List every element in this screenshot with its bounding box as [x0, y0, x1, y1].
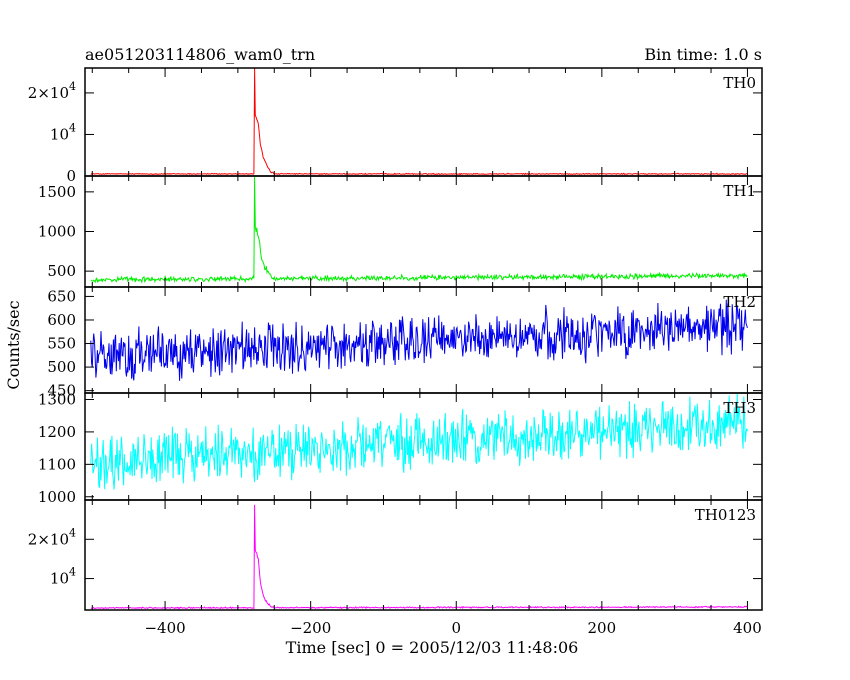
x-tick-label: −200	[290, 619, 331, 637]
y-tick-label: 600	[47, 311, 76, 329]
panel-th2: 450 500 550 600 650 TH2	[47, 286, 763, 400]
x-tick-label: 400	[733, 619, 762, 637]
panel-th3: 1000 1100 1200 1300 TH3	[38, 391, 763, 506]
series-line-th3	[90, 393, 748, 490]
y-axis-label: Counts/sec	[4, 300, 23, 389]
panel-name-label: TH0123	[695, 506, 756, 524]
panel-frame	[84, 175, 763, 288]
y-tick-label: 450	[47, 382, 76, 400]
y-tick-label: 1000	[38, 488, 76, 506]
panel-th0: 0 104 2×104 TH0	[28, 67, 763, 185]
observation-id-title: ae051203114806_wam0_trn	[85, 45, 315, 64]
y-tick-label: 1500	[38, 183, 76, 201]
x-tick-label: 200	[588, 619, 617, 637]
y-tick-label: 104	[50, 566, 76, 588]
x-tick-label: −400	[144, 619, 185, 637]
y-tick-label: 550	[47, 335, 76, 353]
y-tick-label: 0	[66, 167, 76, 185]
y-tick-label: 2×104	[28, 80, 76, 102]
panel-frame	[84, 67, 763, 177]
bin-time-label: Bin time: 1.0 s	[644, 45, 762, 64]
y-tick-label: 1100	[38, 455, 76, 473]
panel-name-label: TH1	[723, 182, 756, 200]
panel-th1: 500 1000 1500 TH1	[38, 175, 763, 288]
y-tick-label: 2×104	[28, 526, 76, 548]
panel-th0123: 104 2×104 TH0123	[28, 499, 763, 611]
x-tick-label: 0	[451, 619, 461, 637]
series-line-th0123	[90, 504, 748, 610]
series-line-th0	[90, 67, 748, 176]
y-tick-label: 500	[47, 358, 76, 376]
panel-name-label: TH3	[723, 399, 756, 417]
panel-frame	[84, 499, 763, 611]
series-line-th2	[90, 299, 748, 381]
panel-name-label: TH2	[723, 293, 756, 311]
series-line-th1	[90, 175, 748, 284]
y-tick-label: 650	[47, 287, 76, 305]
y-tick-label: 104	[50, 122, 76, 144]
panel-name-label: TH0	[723, 74, 756, 92]
x-axis-label: Time [sec] 0 = 2005/12/03 11:48:06	[286, 638, 579, 657]
y-tick-label: 1200	[38, 423, 76, 441]
y-tick-label: 1300	[38, 391, 76, 409]
y-tick-label: 500	[47, 262, 76, 280]
panels-group: 0 104 2×104 TH0 500 1000 1500 TH1 450 500 550 600 65…	[28, 67, 763, 637]
y-tick-label: 1000	[38, 223, 76, 241]
